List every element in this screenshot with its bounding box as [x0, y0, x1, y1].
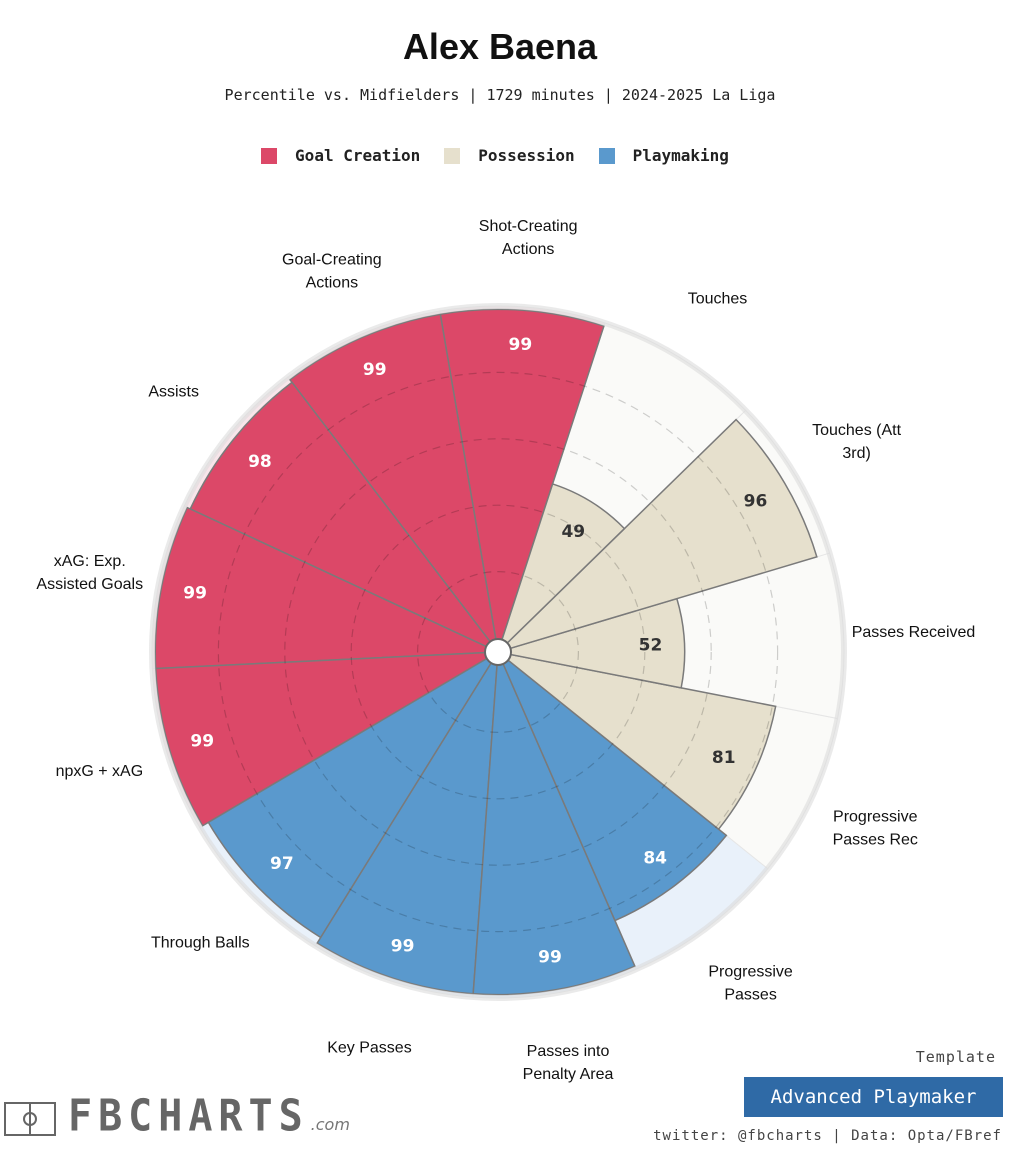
sector-bar: [207, 651, 499, 939]
value-label: 99: [391, 937, 415, 957]
sector-bar: [497, 651, 728, 922]
value-sectors: [154, 308, 818, 996]
brand-name: FBCHARTS: [68, 1090, 309, 1142]
template-label: Template: [915, 1048, 996, 1066]
legend-label: Possession: [478, 146, 575, 165]
value-label: 81: [712, 748, 736, 768]
sector-bar: [439, 308, 605, 653]
sector-bar: [189, 381, 499, 653]
legend-item-possession: Possession: [444, 146, 575, 165]
metric-label: Goal-Creating Actions: [282, 252, 382, 292]
gridline: [417, 570, 580, 733]
metric-label: Touches (Att 3rd): [812, 422, 901, 462]
metric-label: Assists: [148, 384, 199, 401]
value-label: 99: [509, 335, 533, 355]
sector-bar: [154, 506, 499, 670]
sector-bar: [154, 651, 499, 827]
chart-title: Alex Baena: [402, 26, 598, 67]
value-labels: 99 99 98 99 99 97 99 99 84 81 52 96 49: [183, 335, 767, 967]
sector-bar: [472, 651, 636, 996]
value-label: 99: [183, 584, 207, 604]
metric-label: Progressive Passes Rec: [833, 808, 918, 848]
gridline: [350, 504, 646, 800]
metric-label: npxG + xAG: [56, 763, 144, 780]
chart-subtitle: Percentile vs. Midfielders | 1729 minute…: [224, 86, 776, 104]
metric-label: Shot-Creating Actions: [479, 218, 578, 258]
gridlines: [149, 303, 847, 1001]
metric-label: Progressive Passes: [708, 964, 793, 1004]
metric-label: Through Balls: [151, 935, 250, 952]
value-label: 99: [363, 360, 387, 380]
center-hub: [484, 638, 512, 666]
legend-item-playmaking: Playmaking: [598, 146, 729, 165]
metric-labels: Shot-Creating Actions Goal-Creating Actions…: [36, 218, 975, 1083]
value-label: 96: [744, 492, 768, 512]
pitch-icon: [4, 1102, 56, 1136]
outer-ring: [149, 303, 847, 1001]
metric-label: Key Passes: [327, 1040, 411, 1057]
brand-logo: FBCHARTS .com: [4, 1090, 350, 1142]
legend-swatch: [444, 147, 461, 164]
legend-item-goal-creation: Goal Creation: [261, 146, 420, 165]
legend-swatch: [261, 147, 278, 164]
value-label: 98: [248, 452, 272, 472]
value-label: 97: [270, 854, 294, 874]
metric-label: Passes into Penalty Area: [523, 1043, 614, 1083]
sector-bar: [316, 651, 499, 995]
sector-bar: [497, 651, 777, 831]
value-label: 84: [643, 849, 667, 869]
value-label: 52: [639, 636, 663, 656]
credits: twitter: @fbcharts | Data: Opta/FBref: [653, 1128, 1002, 1144]
legend-label: Goal Creation: [295, 146, 421, 165]
metric-label: Touches: [688, 291, 748, 308]
brand-domain: .com: [310, 1115, 350, 1134]
legend: Goal Creation Possession Playmaking: [0, 146, 990, 165]
template-badge: Advanced Playmaker: [744, 1077, 1003, 1117]
sector-bar: [497, 483, 626, 653]
legend-swatch: [598, 147, 615, 164]
metric-label: xAG: Exp. Assisted Goals: [36, 553, 143, 593]
sector-bar: [497, 418, 818, 653]
sector-bar: [288, 313, 499, 653]
value-label: 99: [190, 731, 214, 751]
legend-label: Playmaking: [632, 146, 729, 165]
value-label: 49: [561, 522, 585, 542]
gridline: [284, 438, 712, 866]
metric-label: Passes Received: [852, 624, 976, 641]
gridline: [217, 371, 779, 933]
value-label: 99: [538, 947, 562, 967]
